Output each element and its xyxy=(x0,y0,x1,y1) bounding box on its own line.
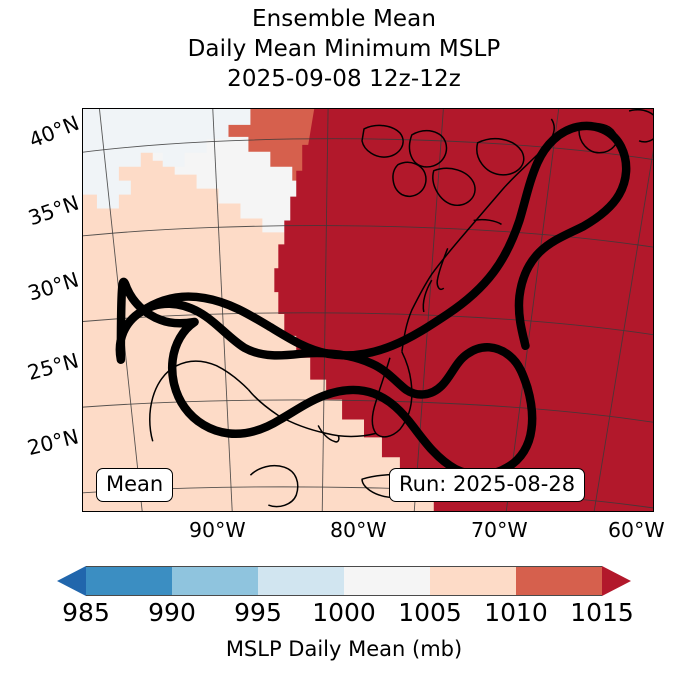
colorbar-band-1010-1015 xyxy=(516,567,602,595)
run-annotation-label: Run: 2025-08-28 xyxy=(399,472,576,496)
title-line-2: Daily Mean Minimum MSLP xyxy=(187,36,501,62)
colorbar-extend-low-arrow xyxy=(57,566,86,596)
lon-tick-60w: 60°W xyxy=(608,518,665,542)
lat-tick-35n: 35°N xyxy=(25,190,82,231)
colorbar-tick-1015: 1015 xyxy=(570,598,634,627)
colorbar-band-990-995 xyxy=(172,567,258,595)
band-1000-1005-pocket xyxy=(83,109,251,209)
colorbar-band-1000-1005 xyxy=(344,567,430,595)
colorbar-tick-985: 985 xyxy=(62,598,110,627)
colorbar-tick-1000: 1000 xyxy=(312,598,376,627)
colorbar-axis-label: MSLP Daily Mean (mb) xyxy=(225,637,463,661)
lon-tick-80w: 80°W xyxy=(330,518,387,542)
colorbar-extend-high-arrow xyxy=(602,566,631,596)
lat-tick-40n: 40°N xyxy=(25,110,83,153)
lat-tick-25n: 25°N xyxy=(24,348,82,385)
map-plot-area xyxy=(82,108,654,512)
lat-tick-30n: 30°N xyxy=(25,267,82,306)
lat-tick-20n: 20°N xyxy=(24,424,81,461)
lon-tick-70w: 70°W xyxy=(471,518,528,542)
run-annotation-box: Run: 2025-08-28 xyxy=(389,468,586,502)
colorbar-bands xyxy=(86,566,602,596)
colorbar-tick-labels: 985 990 995 1000 1005 1010 1015 xyxy=(57,598,634,628)
highlight-contour-1015-east xyxy=(136,121,631,360)
colorbar-band-995-1000 xyxy=(258,567,344,595)
highlight-contour-1015 xyxy=(115,277,537,480)
colorbar-band-1005-1010 xyxy=(430,567,516,595)
mslp-contour-map xyxy=(83,109,653,511)
colorbar-tick-995: 995 xyxy=(234,598,282,627)
title-line-3: 2025-09-08 12z-12z xyxy=(227,66,461,92)
colorbar-tick-1005: 1005 xyxy=(398,598,462,627)
title-line-1: Ensemble Mean xyxy=(251,6,437,32)
mean-annotation-box: Mean xyxy=(96,468,174,502)
page-title: Ensemble Mean Daily Mean Minimum MSLP 20… xyxy=(0,4,688,94)
lon-tick-90w: 90°W xyxy=(189,518,246,542)
colorbar xyxy=(57,566,631,596)
colorbar-tick-1010: 1010 xyxy=(484,598,548,627)
colorbar-band-985-990 xyxy=(86,567,172,595)
mean-annotation-label: Mean xyxy=(106,472,164,496)
colorbar-tick-990: 990 xyxy=(148,598,196,627)
